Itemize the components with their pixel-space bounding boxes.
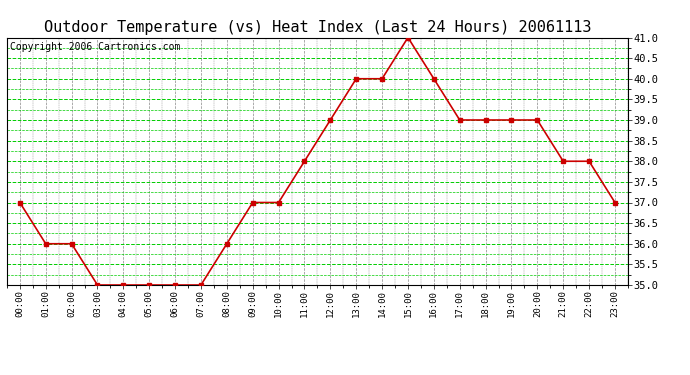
Text: Copyright 2006 Cartronics.com: Copyright 2006 Cartronics.com — [10, 42, 180, 52]
Title: Outdoor Temperature (vs) Heat Index (Last 24 Hours) 20061113: Outdoor Temperature (vs) Heat Index (Las… — [43, 20, 591, 35]
